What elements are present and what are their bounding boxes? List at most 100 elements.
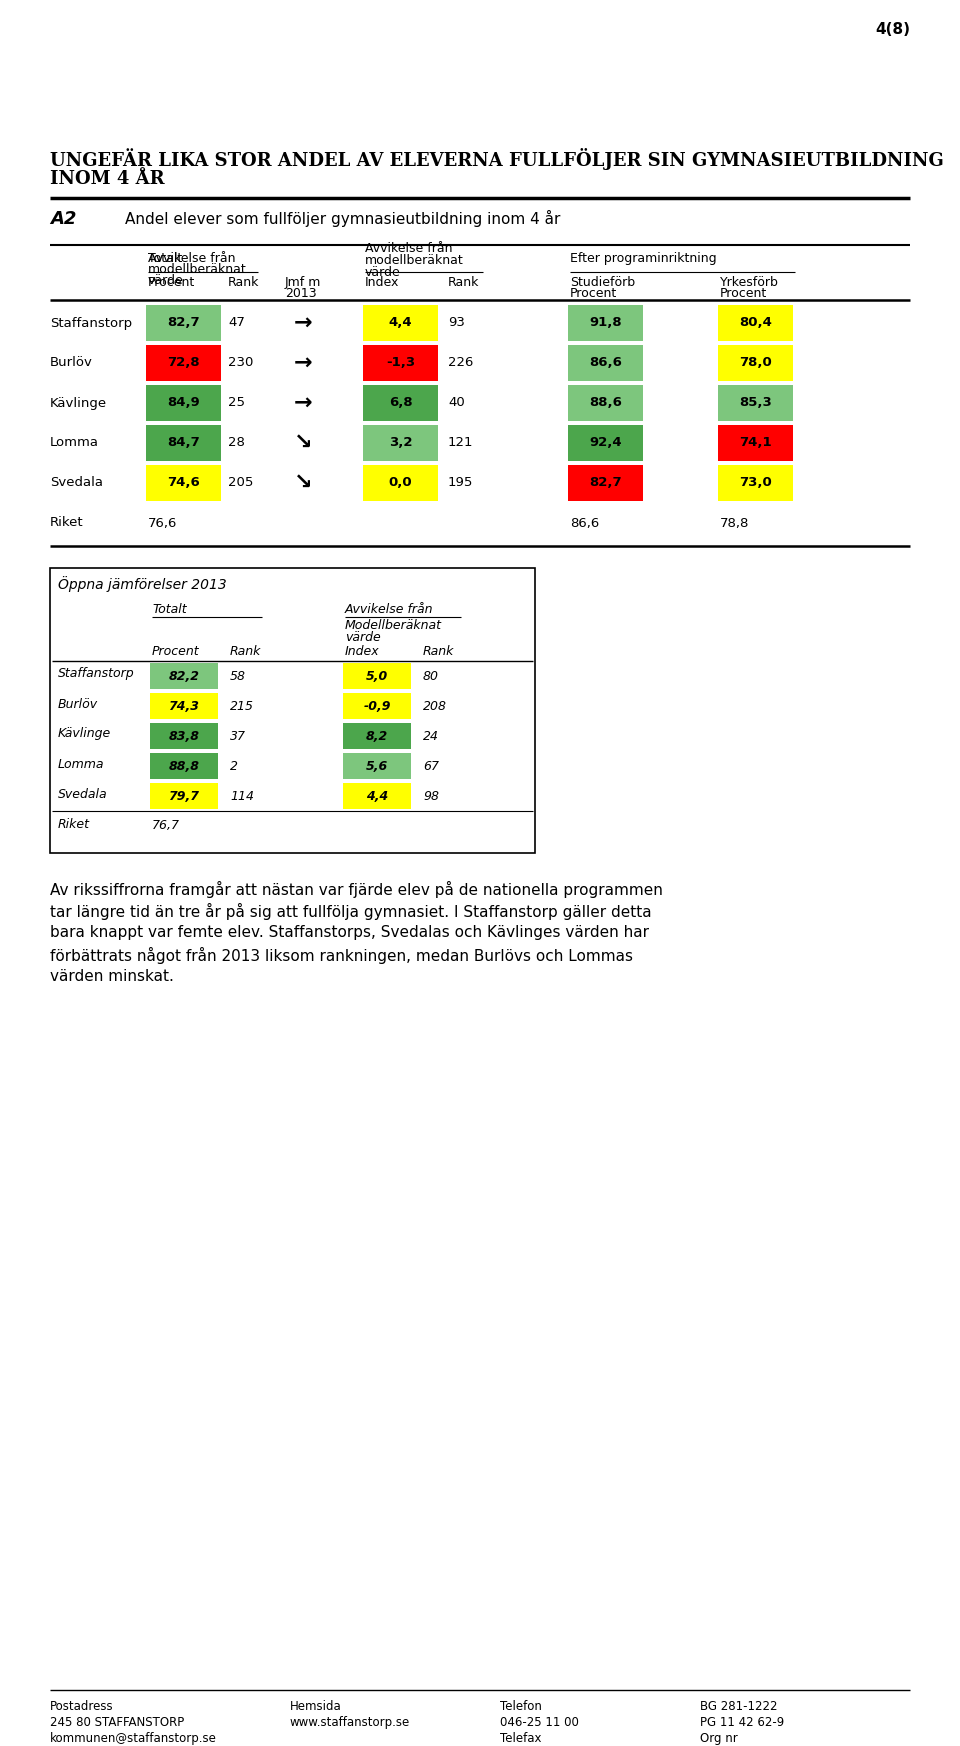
Text: Andel elever som fullföljer gymnasieutbildning inom 4 år: Andel elever som fullföljer gymnasieutbi…: [125, 210, 561, 227]
Text: Rank: Rank: [423, 644, 454, 658]
Text: 82,2: 82,2: [169, 669, 200, 683]
Bar: [146, 424, 221, 461]
Bar: [343, 782, 411, 808]
Text: Modellberäknat: Modellberäknat: [345, 620, 442, 632]
Text: 80,4: 80,4: [739, 316, 772, 330]
Text: www.staffanstorp.se: www.staffanstorp.se: [290, 1716, 410, 1729]
Text: 2: 2: [230, 760, 238, 772]
Bar: [343, 723, 411, 749]
Text: Svedala: Svedala: [58, 787, 108, 800]
Bar: [363, 464, 438, 501]
Bar: [150, 782, 218, 808]
Text: 4,4: 4,4: [389, 316, 412, 330]
Text: 72,8: 72,8: [167, 356, 200, 370]
Text: värden minskat.: värden minskat.: [50, 969, 174, 985]
Text: 76,7: 76,7: [152, 819, 180, 833]
Text: 88,6: 88,6: [589, 396, 622, 410]
Text: Rank: Rank: [448, 276, 479, 290]
Text: 74,6: 74,6: [167, 477, 200, 489]
Text: Staffanstorp: Staffanstorp: [58, 667, 134, 681]
Text: Lomma: Lomma: [58, 758, 105, 770]
Bar: [718, 386, 793, 421]
Text: 86,6: 86,6: [570, 517, 599, 529]
Bar: [363, 386, 438, 421]
Text: -0,9: -0,9: [363, 700, 391, 712]
Text: Postadress: Postadress: [50, 1701, 113, 1713]
Text: Riket: Riket: [58, 817, 90, 831]
Text: Avvikelse från: Avvikelse från: [345, 602, 434, 616]
Text: Index: Index: [345, 644, 379, 658]
Text: Burlöv: Burlöv: [58, 697, 98, 711]
Text: Öppna jämförelser 2013: Öppna jämförelser 2013: [58, 576, 227, 592]
Text: 37: 37: [230, 730, 246, 742]
Text: Rank: Rank: [230, 644, 261, 658]
Text: 8,2: 8,2: [366, 730, 388, 742]
Text: →: →: [294, 393, 312, 414]
Text: 6,8: 6,8: [389, 396, 412, 410]
Bar: [363, 306, 438, 340]
Text: Procent: Procent: [148, 276, 195, 290]
Text: 40: 40: [448, 396, 465, 410]
Text: 91,8: 91,8: [589, 316, 622, 330]
Bar: [568, 346, 643, 381]
Bar: [343, 693, 411, 719]
Text: Av rikssiffrorna framgår att nästan var fjärde elev på de nationella programmen: Av rikssiffrorna framgår att nästan var …: [50, 882, 662, 897]
Text: BG 281-1222: BG 281-1222: [700, 1701, 778, 1713]
Text: ↘: ↘: [294, 433, 312, 452]
Text: INOM 4 ÅR: INOM 4 ÅR: [50, 169, 164, 189]
Bar: [146, 386, 221, 421]
Text: 73,0: 73,0: [739, 477, 772, 489]
Text: 25: 25: [228, 396, 245, 410]
Text: 78,8: 78,8: [720, 517, 750, 529]
Text: 93: 93: [448, 316, 465, 330]
Text: Efter programinriktning: Efter programinriktning: [570, 251, 716, 265]
Text: Riket: Riket: [50, 517, 84, 529]
Text: Hemsida: Hemsida: [290, 1701, 342, 1713]
Bar: [150, 753, 218, 779]
Bar: [568, 424, 643, 461]
Text: bara knappt var femte elev. Staffanstorps, Svedalas och Kävlinges värden har: bara knappt var femte elev. Staffanstorp…: [50, 925, 649, 939]
Bar: [568, 464, 643, 501]
Text: PG 11 42 62-9: PG 11 42 62-9: [700, 1716, 784, 1729]
Text: 82,7: 82,7: [589, 477, 622, 489]
Text: 78,0: 78,0: [739, 356, 772, 370]
Bar: [568, 386, 643, 421]
Text: 80: 80: [423, 669, 439, 683]
Text: UNGEFÄR LIKA STOR ANDEL AV ELEVERNA FULLFÖLJER SIN GYMNASIEUTBILDNING: UNGEFÄR LIKA STOR ANDEL AV ELEVERNA FULL…: [50, 148, 944, 169]
Text: Org nr: Org nr: [700, 1732, 737, 1744]
Text: ↘: ↘: [294, 473, 312, 492]
Text: 74,3: 74,3: [169, 700, 200, 712]
Text: 58: 58: [230, 669, 246, 683]
Text: förbättrats något från 2013 liksom rankningen, medan Burlövs och Lommas: förbättrats något från 2013 liksom rankn…: [50, 946, 633, 964]
Text: 24: 24: [423, 730, 439, 742]
Text: 28: 28: [228, 436, 245, 449]
Text: 208: 208: [423, 700, 447, 712]
Text: 84,7: 84,7: [167, 436, 200, 449]
Text: 74,1: 74,1: [739, 436, 772, 449]
Text: Procent: Procent: [152, 644, 200, 658]
Bar: [146, 346, 221, 381]
Text: 4(8): 4(8): [875, 23, 910, 37]
Text: kommunen@staffanstorp.se: kommunen@staffanstorp.se: [50, 1732, 217, 1744]
Text: 230: 230: [228, 356, 253, 370]
Text: Index: Index: [365, 276, 399, 290]
Text: Procent: Procent: [720, 286, 767, 300]
Bar: [568, 306, 643, 340]
Text: 195: 195: [448, 477, 473, 489]
Text: Yrkesförb: Yrkesförb: [720, 276, 779, 290]
Bar: [718, 306, 793, 340]
Bar: [146, 306, 221, 340]
Text: Procent: Procent: [570, 286, 617, 300]
Text: 98: 98: [423, 789, 439, 803]
Text: 226: 226: [448, 356, 473, 370]
Text: Telefax: Telefax: [500, 1732, 541, 1744]
Text: Avvikelse från: Avvikelse från: [365, 243, 452, 255]
Bar: [150, 693, 218, 719]
Bar: [718, 346, 793, 381]
Bar: [718, 464, 793, 501]
Text: 5,0: 5,0: [366, 669, 388, 683]
Text: 245 80 STAFFANSTORP: 245 80 STAFFANSTORP: [50, 1716, 184, 1729]
Text: 114: 114: [230, 789, 254, 803]
Text: värde: värde: [345, 630, 381, 644]
Text: 85,3: 85,3: [739, 396, 772, 410]
